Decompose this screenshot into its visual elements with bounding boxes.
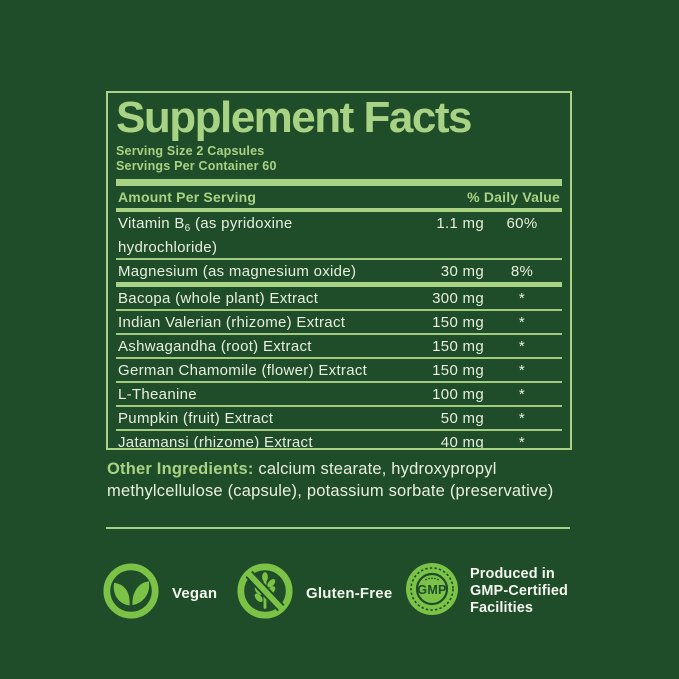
serving-info: Serving Size 2 Capsules Servings Per Con… — [116, 144, 562, 173]
gmp-seal-icon: GMP — [404, 561, 460, 622]
table-row-l-theanine: L-Theanine 100 mg * — [116, 383, 562, 405]
ingredient-daily-value: * — [518, 386, 526, 403]
row-separator — [116, 405, 562, 407]
medium-separator-bar — [116, 208, 562, 212]
ingredient-name: Ashwagandha (root) Extract — [118, 338, 312, 355]
ingredient-name: Indian Valerian (rhizome) Extract — [118, 314, 346, 331]
ingredient-name: L-Theanine — [118, 386, 197, 403]
group-separator-bar — [116, 282, 562, 287]
ingredient-daily-value: * — [518, 338, 526, 355]
column-header-amount: Amount Per Serving — [118, 189, 257, 205]
other-ingredients-text: calcium stearate, hydroxypropyl methylce… — [107, 460, 554, 500]
ingredient-daily-value: * — [518, 362, 526, 379]
ingredient-name-part: (as pyridoxine hydrochloride) — [118, 215, 293, 256]
row-separator — [116, 357, 562, 359]
gmp-label-line-3: Facilities — [470, 599, 534, 616]
ingredient-name: Jatamansi (rhizome) Extract — [118, 434, 313, 450]
supplement-facts-panel: Supplement Facts Serving Size 2 Capsules… — [106, 91, 572, 450]
ingredient-amount: 100 mg — [432, 386, 484, 403]
ingredient-amount: 150 mg — [432, 314, 484, 331]
gmp-label-line-1: Produced in — [470, 565, 555, 582]
ingredient-amount: 1.1 mg — [436, 215, 484, 232]
ingredient-amount: 40 mg — [440, 434, 484, 450]
other-ingredients-section: Other Ingredients: calcium stearate, hyd… — [107, 459, 569, 502]
serving-size-line: Serving Size 2 Capsules — [116, 144, 265, 158]
ingredient-name: German Chamomile (flower) Extract — [118, 362, 368, 379]
column-header-daily-value: % Daily Value — [467, 189, 560, 205]
ingredient-amount: 150 mg — [432, 362, 484, 379]
gmp-seal-text: GMP — [417, 583, 446, 597]
gluten-free-wheat-icon — [236, 562, 294, 625]
table-row-pumpkin: Pumpkin (fruit) Extract 50 mg * — [116, 407, 562, 429]
badge-gluten-free: Gluten-Free — [236, 562, 392, 624]
table-row-vitamin-b6: Vitamin B6 (as pyridoxine hydrochloride)… — [116, 212, 562, 258]
row-separator — [116, 309, 562, 311]
ingredient-daily-value: * — [518, 314, 526, 331]
row-separator — [116, 381, 562, 383]
ingredient-daily-value: * — [518, 290, 526, 307]
ingredient-amount: 300 mg — [432, 290, 484, 307]
ingredient-name-subscript: 6 — [184, 223, 191, 234]
ingredient-name: Magnesium (as magnesium oxide) — [118, 263, 357, 280]
table-row-bacopa: Bacopa (whole plant) Extract 300 mg * — [116, 287, 562, 309]
ingredient-daily-value: 60% — [506, 215, 538, 232]
section-divider-line — [106, 527, 570, 529]
ingredient-amount: 150 mg — [432, 338, 484, 355]
vegan-leaves-icon — [102, 562, 160, 625]
gmp-label-line-2: GMP-Certified — [470, 582, 568, 599]
badge-gmp: GMP Produced in GMP-Certified Facilities — [404, 560, 568, 622]
table-row-jatamansi: Jatamansi (rhizome) Extract 40 mg * — [116, 431, 562, 450]
table-row-magnesium: Magnesium (as magnesium oxide) 30 mg 8% — [116, 260, 562, 282]
badge-label: Gluten-Free — [306, 584, 393, 602]
table-row-indian-valerian: Indian Valerian (rhizome) Extract 150 mg… — [116, 311, 562, 333]
ingredient-name: Vitamin B6 (as pyridoxine hydrochloride) — [118, 214, 392, 257]
ingredient-name: Pumpkin (fruit) Extract — [118, 410, 274, 427]
badge-label: Vegan — [172, 584, 218, 602]
servings-per-container-line: Servings Per Container 60 — [116, 158, 277, 173]
ingredient-name: Bacopa (whole plant) Extract — [118, 290, 319, 307]
column-header-row: Amount Per Serving % Daily Value — [116, 186, 562, 208]
ingredient-daily-value: * — [518, 434, 526, 450]
ingredient-daily-value: 8% — [510, 263, 534, 280]
ingredient-amount: 50 mg — [440, 410, 484, 427]
row-separator — [116, 429, 562, 431]
ingredient-daily-value: * — [518, 410, 526, 427]
ingredient-name-part: Vitamin B — [118, 215, 185, 232]
other-ingredients-label: Other Ingredients: — [107, 460, 254, 478]
table-row-german-chamomile: German Chamomile (flower) Extract 150 mg… — [116, 359, 562, 381]
thick-separator-bar — [116, 179, 562, 186]
table-row-ashwagandha: Ashwagandha (root) Extract 150 mg * — [116, 335, 562, 357]
panel-title: Supplement Facts — [116, 93, 472, 142]
badge-vegan: Vegan — [102, 562, 217, 624]
badge-label: Produced in GMP-Certified Facilities — [470, 566, 568, 617]
ingredient-amount: 30 mg — [440, 263, 484, 280]
row-separator — [116, 333, 562, 335]
row-separator — [116, 258, 562, 260]
